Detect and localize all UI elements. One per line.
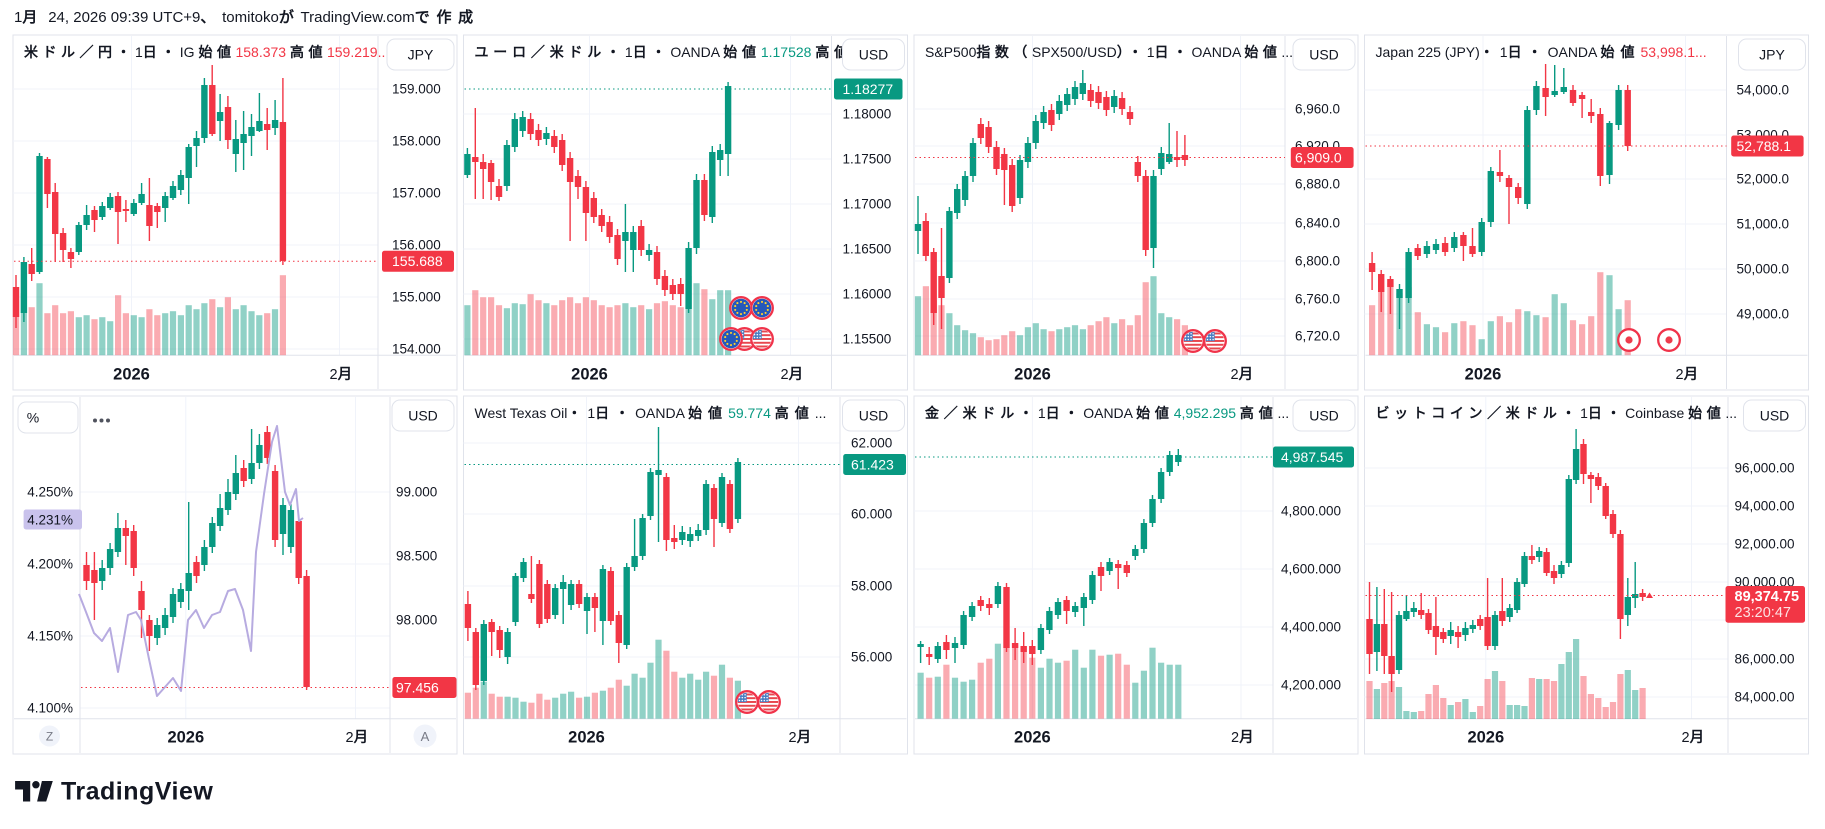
svg-text:Z: Z (46, 730, 53, 744)
svg-text:USD: USD (408, 408, 438, 424)
svg-text:S&P500指数（SPX500/USD）・1日・OANDA: S&P500指数（SPX500/USD）・1日・OANDA 始値... (925, 44, 1293, 60)
svg-text:2026: 2026 (1014, 366, 1051, 384)
svg-text:2026: 2026 (1014, 729, 1051, 747)
svg-text:49,000.0: 49,000.0 (1737, 307, 1790, 322)
svg-text:99.000: 99.000 (396, 485, 437, 500)
svg-text:A: A (421, 729, 430, 744)
svg-text:155.000: 155.000 (392, 290, 441, 305)
svg-text:4.200%: 4.200% (27, 557, 73, 572)
svg-text:USD: USD (1760, 408, 1790, 424)
svg-text:2月: 2月 (789, 729, 814, 746)
svg-text:%: % (27, 410, 39, 426)
svg-text:6,800.0: 6,800.0 (1295, 254, 1340, 269)
svg-text:4.150%: 4.150% (27, 629, 73, 644)
svg-text:1.15500: 1.15500 (843, 332, 892, 347)
svg-text:154.000: 154.000 (392, 342, 441, 357)
svg-text:1.16500: 1.16500 (843, 242, 892, 257)
svg-text:52,788.1: 52,788.1 (1737, 138, 1792, 154)
svg-text:2月: 2月 (1231, 729, 1256, 746)
svg-text:56.000: 56.000 (851, 650, 892, 665)
svg-text:155.688: 155.688 (392, 253, 443, 269)
svg-text:54,000.0: 54,000.0 (1737, 83, 1790, 98)
svg-text:1月 24, 2026 09:39 UTC+9、tomito: 1月 24, 2026 09:39 UTC+9、tomitokoがTrading… (14, 8, 480, 26)
svg-text:USD: USD (1309, 47, 1339, 63)
svg-text:2026: 2026 (1465, 366, 1502, 384)
svg-text:23:20:47: 23:20:47 (1735, 605, 1791, 621)
svg-text:156.000: 156.000 (392, 238, 441, 253)
svg-text:1.18277: 1.18277 (843, 81, 894, 97)
svg-text:94,000.00: 94,000.00 (1735, 499, 1795, 514)
svg-text:6,840.0: 6,840.0 (1295, 216, 1340, 231)
svg-text:97.456: 97.456 (396, 679, 439, 695)
svg-text:6,720.0: 6,720.0 (1295, 329, 1340, 344)
svg-text:Japan 225 (JPY)・1日・OANDA 始値53: Japan 225 (JPY)・1日・OANDA 始値53,998.1... (1376, 44, 1707, 60)
svg-text:98.500: 98.500 (396, 549, 437, 564)
svg-text:2月: 2月 (1682, 729, 1707, 746)
svg-text:62.000: 62.000 (851, 436, 892, 451)
svg-text:1.17500: 1.17500 (843, 152, 892, 167)
svg-text:JPY: JPY (1759, 47, 1785, 63)
svg-text:TradingView: TradingView (61, 778, 213, 806)
svg-text:98.000: 98.000 (396, 613, 437, 628)
svg-text:2026: 2026 (1467, 729, 1504, 747)
svg-text:1.16000: 1.16000 (843, 287, 892, 302)
svg-text:West Texas Oil・1日・OANDA 始値59.: West Texas Oil・1日・OANDA 始値59.774 高値... (475, 405, 827, 421)
svg-text:1.18000: 1.18000 (843, 107, 892, 122)
svg-text:2026: 2026 (571, 366, 608, 384)
svg-text:4,800.000: 4,800.000 (1281, 504, 1341, 519)
svg-text:157.000: 157.000 (392, 186, 441, 201)
svg-text:4,400.000: 4,400.000 (1281, 620, 1341, 635)
svg-text:51,000.0: 51,000.0 (1737, 217, 1790, 232)
svg-text:6,909.0: 6,909.0 (1295, 149, 1342, 165)
svg-text:50,000.0: 50,000.0 (1737, 262, 1790, 277)
svg-text:92,000.00: 92,000.00 (1735, 537, 1795, 552)
svg-text:2月: 2月 (346, 729, 371, 746)
svg-text:ユーロ／米ドル・1日・OANDA 始値1.17528 高値: ユーロ／米ドル・1日・OANDA 始値1.17528 高値... (475, 44, 865, 60)
svg-text:89,374.75: 89,374.75 (1735, 589, 1800, 605)
svg-text:52,000.0: 52,000.0 (1737, 172, 1790, 187)
svg-text:金／米ドル・1日・OANDA 始値4,952.295 高値: 金／米ドル・1日・OANDA 始値4,952.295 高値... (924, 405, 1289, 421)
svg-text:58.000: 58.000 (851, 579, 892, 594)
svg-text:96,000.00: 96,000.00 (1735, 461, 1795, 476)
svg-text:60.000: 60.000 (851, 507, 892, 522)
svg-text:84,000.00: 84,000.00 (1735, 690, 1795, 705)
svg-text:4.231%: 4.231% (27, 512, 73, 527)
svg-text:4,987.545: 4,987.545 (1281, 449, 1343, 465)
svg-text:4.100%: 4.100% (27, 701, 73, 716)
svg-text:61.423: 61.423 (851, 456, 894, 472)
svg-text:2026: 2026 (568, 729, 605, 747)
svg-text:ビットコイン／米ドル・1日・Coinbase 始値...: ビットコイン／米ドル・1日・Coinbase 始値... (1376, 405, 1738, 421)
svg-text:JPY: JPY (408, 47, 434, 63)
svg-text:2月: 2月 (1676, 366, 1701, 383)
svg-text:2月: 2月 (781, 366, 806, 383)
svg-text:4,600.000: 4,600.000 (1281, 562, 1341, 577)
svg-text:2月: 2月 (330, 366, 355, 383)
svg-text:4,200.000: 4,200.000 (1281, 678, 1341, 693)
svg-text:2026: 2026 (167, 729, 204, 747)
svg-text:158.000: 158.000 (392, 134, 441, 149)
svg-text:90,000.00: 90,000.00 (1735, 575, 1795, 590)
svg-text:米ドル／円・1日・IG 始値158.373 高値159.2: 米ドル／円・1日・IG 始値158.373 高値159.219... (24, 44, 389, 60)
svg-text:2月: 2月 (1231, 366, 1256, 383)
svg-text:USD: USD (859, 408, 889, 424)
svg-text:4.250%: 4.250% (27, 485, 73, 500)
svg-text:86,000.00: 86,000.00 (1735, 652, 1795, 667)
svg-text:2026: 2026 (113, 366, 150, 384)
svg-text:6,880.0: 6,880.0 (1295, 177, 1340, 192)
svg-text:6,960.0: 6,960.0 (1295, 102, 1340, 117)
svg-text:6,760.0: 6,760.0 (1295, 292, 1340, 307)
svg-text:1.17000: 1.17000 (843, 197, 892, 212)
svg-text:USD: USD (1309, 408, 1339, 424)
svg-text:159.000: 159.000 (392, 82, 441, 97)
svg-text:USD: USD (859, 47, 889, 63)
